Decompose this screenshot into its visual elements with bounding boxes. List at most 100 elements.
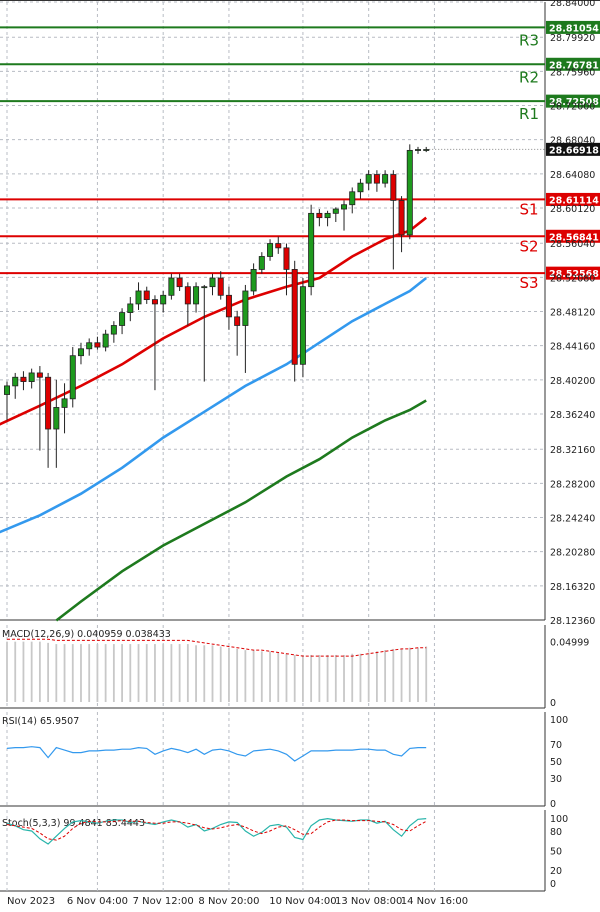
stoch-tick-label: 0 (550, 879, 556, 890)
candle-body (349, 191, 356, 206)
candle-body (45, 376, 52, 430)
candle-body (184, 286, 191, 305)
price-tick-label: 28.79920 (550, 33, 595, 44)
macd-histogram-bar (195, 645, 197, 702)
candle-body (283, 247, 290, 270)
price-tick-label: 28.56040 (550, 239, 595, 250)
macd-histogram-bar (302, 654, 304, 702)
level-name-label: S2 (519, 237, 538, 255)
price-tick-label: 28.28200 (550, 479, 595, 490)
moving-average-line (55, 399, 427, 622)
price-tick-label: 28.68040 (550, 136, 595, 147)
macd-histogram-bar (71, 644, 74, 702)
macd-histogram-bar (178, 644, 181, 702)
price-tick-label: 28.48120 (550, 308, 595, 319)
stoch-tick-label: 20 (550, 866, 562, 877)
level-price-tag (546, 266, 600, 280)
macd-histogram-bar (384, 650, 387, 702)
level-price-label: 28.61114 (549, 195, 599, 206)
candle-body (365, 174, 372, 184)
macd-histogram-bar (367, 652, 370, 702)
candle-body (193, 286, 200, 305)
candle-body (258, 256, 265, 270)
macd-histogram-bar (80, 644, 82, 702)
time-tick-label: Nov 2023 (7, 896, 55, 907)
candle-body (275, 243, 282, 249)
macd-histogram-bar (228, 647, 230, 702)
macd-histogram-bar (14, 641, 17, 702)
current-price-label: 28.66918 (549, 145, 599, 156)
macd-histogram-bar (425, 646, 428, 702)
candle-body (390, 174, 397, 201)
rsi-line (6, 746, 427, 762)
candle-body (291, 269, 298, 365)
macd-histogram-bar (334, 654, 337, 702)
macd-tick-label: 0 (550, 698, 556, 709)
candle-body (110, 325, 117, 335)
macd-histogram-bar (121, 644, 123, 702)
macd-histogram-bar (400, 648, 403, 702)
candle-body (143, 290, 150, 301)
level-price-label: 28.56841 (549, 232, 599, 243)
candles-layer (4, 144, 430, 468)
level-name-label: S3 (519, 274, 538, 292)
time-tick-label: 8 Nov 20:00 (198, 896, 259, 907)
candle-body (61, 398, 68, 408)
macd-histogram-bar (236, 648, 239, 702)
macd-histogram-bar (211, 645, 214, 702)
macd-histogram-bar (351, 653, 354, 702)
candle-body (357, 182, 364, 193)
rsi-tick-label: 50 (550, 757, 562, 768)
macd-histogram-bar (96, 644, 99, 702)
macd-histogram-bar (129, 644, 132, 702)
candle-body (332, 208, 339, 214)
price-tick-label: 28.32160 (550, 445, 595, 456)
macd-histogram-bar (145, 644, 148, 702)
candle-body (20, 376, 27, 382)
price-tick-label: 28.75960 (550, 67, 595, 78)
level-price-tag (546, 192, 600, 206)
macd-histogram-bar (318, 654, 321, 702)
macd-histogram-bar (326, 654, 329, 702)
candle-body (299, 286, 306, 365)
price-tick-label: 28.16320 (550, 582, 595, 593)
rsi-tick-label: 30 (550, 774, 562, 785)
candle-body (4, 385, 10, 395)
pivot-levels-layer: 28.81054 R3 28.76781 R2 28.72508 R1 28.61114 S1… (0, 20, 600, 292)
macd-histogram-bar (22, 641, 25, 702)
macd-histogram-bar (285, 653, 288, 702)
moving-average-line (0, 276, 428, 534)
candle-body (176, 277, 183, 288)
price-tick-label: 28.12360 (550, 616, 595, 627)
candle-body (324, 212, 331, 219)
macd-histogram-bar (293, 654, 296, 702)
candle-body (316, 212, 323, 219)
level-name-label: R2 (519, 68, 539, 86)
macd-histogram-bar (137, 644, 140, 702)
macd-title: MACD(12,26,9) 0.040959 0.038433 (2, 629, 171, 640)
indicator-panels-layer: MACD(12,26,9) 0.040959 0.038433 0.04999 0 R… (2, 629, 589, 890)
macd-histogram-bar (88, 644, 91, 702)
level-price-label: 28.76781 (549, 60, 599, 71)
stoch-tick-label: 50 (550, 847, 562, 858)
level-name-label: S1 (519, 200, 538, 218)
price-tick-label: 28.40200 (550, 376, 595, 387)
candle-body (414, 149, 421, 151)
rsi-tick-label: 0 (550, 799, 556, 810)
macd-histogram-bar (408, 647, 411, 702)
candle-body (53, 407, 60, 430)
price-tick-label: 28.72000 (550, 102, 595, 113)
candle-body (217, 277, 224, 296)
macd-histogram-bar (38, 641, 41, 702)
price-tick-label: 28.60120 (550, 204, 595, 215)
time-tick-label: 10 Nov 04:00 (269, 896, 336, 907)
macd-histogram-bar (170, 644, 173, 702)
macd-histogram-bar (186, 644, 189, 702)
macd-histogram-bar (277, 652, 280, 702)
candle-body (373, 174, 380, 184)
candle-body (308, 212, 315, 288)
macd-histogram-bar (359, 653, 362, 702)
candle-body (28, 372, 35, 382)
candle-body (382, 174, 389, 184)
